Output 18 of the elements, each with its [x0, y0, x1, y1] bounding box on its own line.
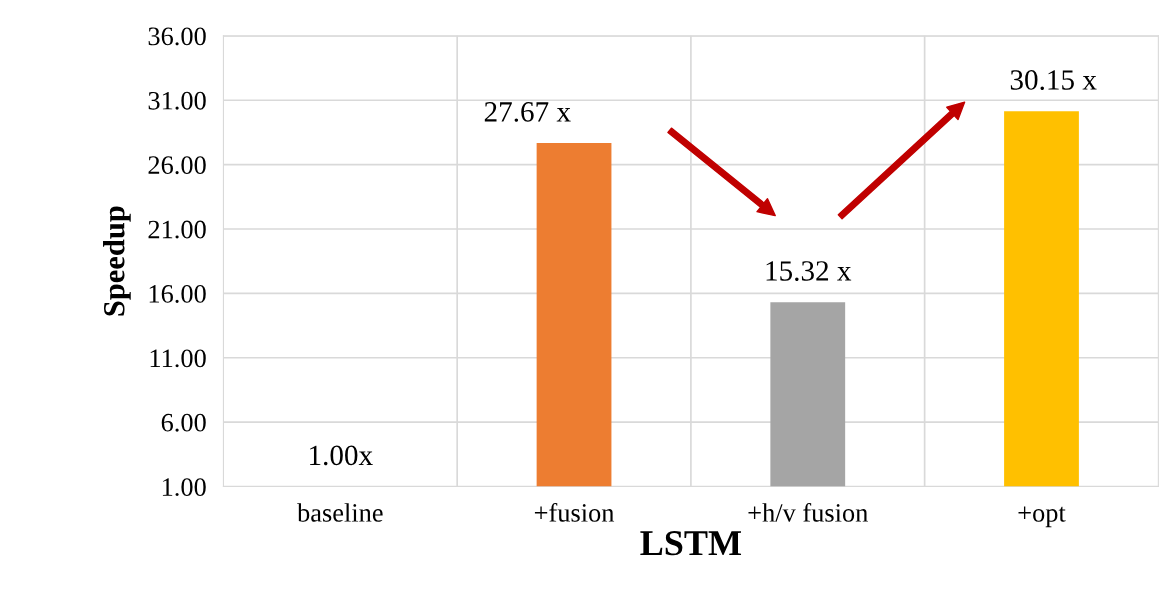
y-tick-label: 36.00	[148, 27, 206, 46]
y-tick-label: 11.00	[150, 349, 206, 368]
x-tick-label: +opt	[1018, 506, 1066, 528]
y-tick-label: 6.00	[161, 413, 206, 432]
data-label: 30.15 x	[1010, 70, 1097, 90]
y-tick-label: 21.00	[148, 220, 206, 239]
y-axis-title: Speedup	[103, 206, 131, 316]
x-tick-label: baseline	[297, 503, 383, 522]
y-tick-label: 1.00	[162, 478, 206, 497]
x-axis-title: LSTM	[640, 531, 742, 556]
data-label: 1.00x	[310, 445, 373, 466]
y-tick-label: 16.00	[149, 284, 206, 303]
y-tick-label: 26.00	[148, 156, 206, 175]
data-label: 27.67 x	[484, 102, 571, 122]
data-label: 15.32 x	[766, 261, 852, 281]
y-tick-label: 31.00	[148, 91, 206, 110]
x-tick-label: +h/v fusion	[748, 502, 868, 522]
x-tick-label: +fusion	[534, 502, 615, 522]
